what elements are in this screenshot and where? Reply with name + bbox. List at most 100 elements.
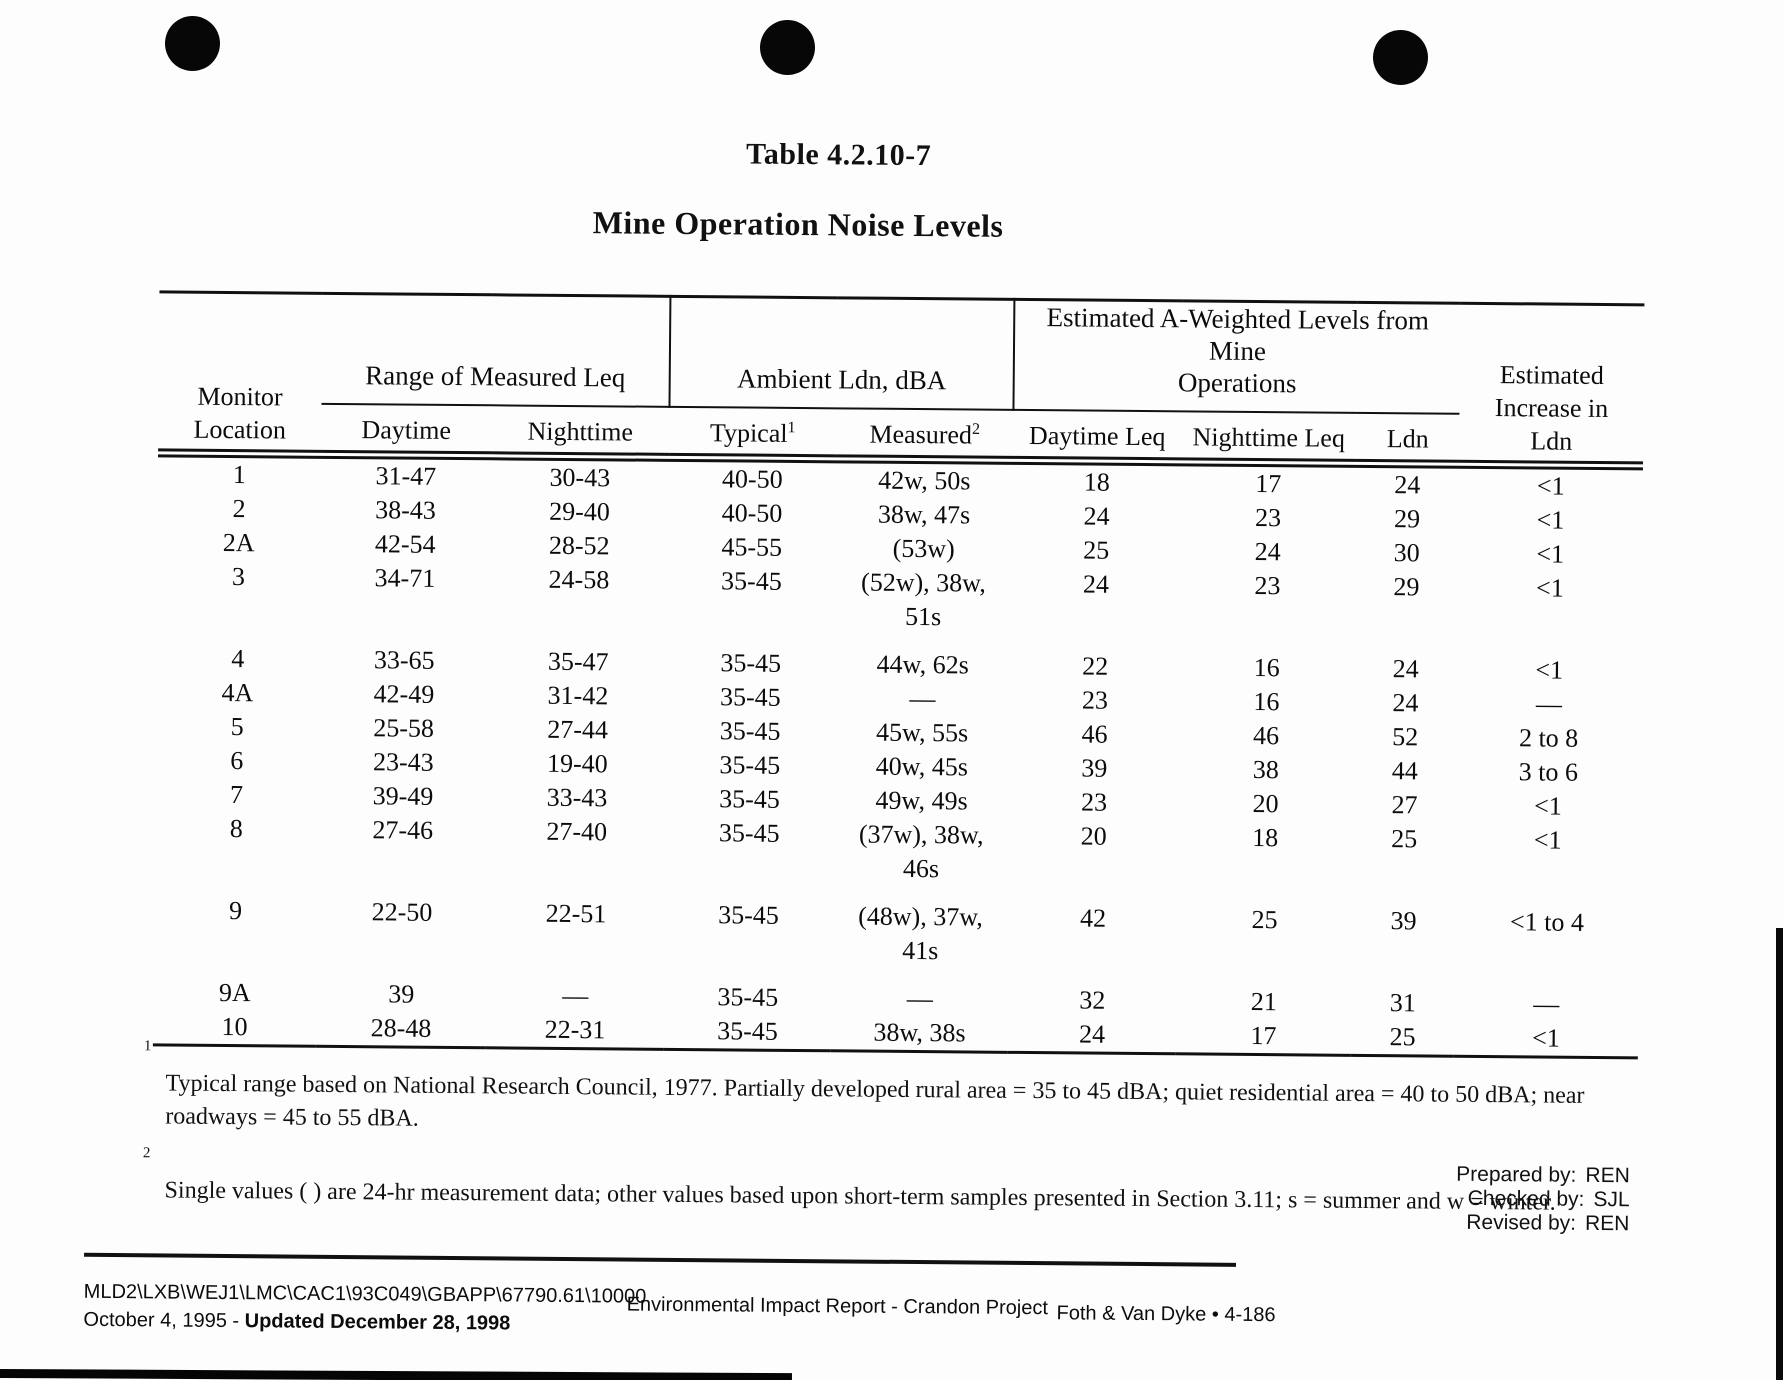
cell-daytime-leq-range: 39 [388,979,415,1009]
header-nighttime-leq-label: Nighttime Leq [1192,422,1346,453]
header-measured-label: Measured [869,419,973,450]
footnote-2-marker: 2 [142,1145,151,1162]
cell-typical-ldn: 35-45 [719,716,781,746]
cell-estimated-daytime-leq: 18 [1083,467,1110,497]
cell-daytime-leq-range: 25-58 [373,713,435,743]
table-header: Monitor Location Range of Measured Leq A… [158,291,1645,466]
cell-measured-ldn: 40w, 45s [875,751,969,782]
cell-daytime-leq-range: 22-50 [371,897,433,927]
cell-measured-ldn: 49w, 49s [875,785,968,816]
cell-estimated-ldn: 24 [1392,654,1419,684]
footnote-1-marker: 1 [143,1038,152,1055]
header-monitor-location: Monitor Location [158,291,323,455]
cell-measured-ldn: — [906,983,933,1014]
cell-estimated-ldn: 24 [1392,688,1419,718]
cell-typical-ldn: 45-55 [721,532,783,562]
cell-daytime-leq-range: 27-46 [372,815,434,845]
cell-estimated-ldn: 29 [1393,504,1421,534]
checked-by-value: SJL [1593,1187,1630,1212]
cell-nighttime-leq-range: 27-44 [547,714,609,745]
cell-daytime-leq-range: 42-49 [373,679,435,709]
cell-measured-ldn: (52w), 38w, 51s [860,567,986,632]
cell-typical-ldn: 35-45 [720,648,782,678]
table-row: 3 34-71 24-58 35-45 (52w), 38w, 51s 24 2… [156,559,1642,654]
cell-estimated-nighttime-leq: 16 [1253,652,1280,683]
cell-estimated-increase: <1 [1535,573,1564,603]
revised-by-line: Revised by: REN [1229,1209,1629,1236]
header-nighttime: Nighttime [491,405,670,458]
cell-typical-ldn: 35-45 [719,784,781,814]
cell-estimated-ldn: 25 [1391,824,1418,854]
header-group-estimated-levels: Estimated A-Weighted Levels from Mine Op… [1013,299,1461,414]
cell-estimated-increase: <1 [1535,655,1564,685]
cell-estimated-nighttime-leq: 18 [1252,822,1279,853]
hole-punch-dot-3 [1373,30,1428,85]
noise-levels-table: Monitor Location Range of Measured Leq A… [152,290,1645,1060]
header-measured: Measured2 [836,408,1014,461]
header-daytime: Daytime [321,403,492,456]
footnote-ref-1: 1 [787,419,796,437]
cell-estimated-nighttime-leq: 23 [1254,570,1281,601]
prepared-by-value: REN [1585,1163,1630,1188]
cell-estimated-increase: — [1535,689,1563,719]
cell-estimated-increase: 3 to 6 [1518,757,1579,787]
cell-typical-ldn: 40-50 [721,464,783,494]
cell-estimated-ldn: 29 [1393,572,1420,602]
footnote-1-text: Typical range based on National Research… [165,1070,1585,1132]
cell-nighttime-leq-range: 35-47 [547,646,609,677]
cell-typical-ldn: 35-45 [719,682,781,712]
footer-date-original: October 4, 1995 - [83,1308,245,1333]
header-estimated-increase: Estimated Increase in Ldn [1459,303,1645,466]
header-ldn-label: Ldn [1386,424,1429,454]
cell-monitor-location: 8 [229,814,243,844]
cell-estimated-nighttime-leq: 25 [1251,904,1278,935]
cell-estimated-daytime-leq: 42 [1079,903,1107,933]
cell-estimated-nighttime-leq: 17 [1255,468,1282,499]
header-typical: Typical1 [669,406,837,459]
cell-daytime-leq-range: 38-43 [375,495,437,525]
cell-measured-ldn: (37w), 38w, 46s [858,819,984,884]
cell-daytime-leq-range: 23-43 [372,747,434,777]
cell-monitor-location: 9 [228,896,243,926]
cell-estimated-ldn: 27 [1391,790,1418,820]
footnote-1: 1 Typical range based on National Researc… [144,1034,1666,1146]
cell-estimated-daytime-leq: 46 [1081,719,1108,749]
cell-monitor-location: 4A [221,677,254,708]
cell-estimated-nighttime-leq: 23 [1254,502,1282,533]
footer-file-path: MLD2\LXB\WEJ1\LMC\CAC1\93C049\GBAPP\6779… [83,1280,647,1308]
cell-estimated-ldn: 24 [1394,470,1421,500]
cell-estimated-increase: 2 to 8 [1518,723,1579,753]
footer-page-number: Foth & Van Dyke • 4-186 [1056,1302,1276,1327]
cell-estimated-daytime-leq: 24 [1082,569,1110,599]
table-number-title: Table 4.2.10-7 [745,137,932,173]
header-nighttime-leq: Nighttime Leq [1181,411,1357,464]
cell-monitor-location: 3 [231,562,246,592]
cell-measured-ldn: — [909,683,936,714]
prepared-by-line: Prepared by: REN [1230,1161,1630,1188]
cell-estimated-daytime-leq: 20 [1080,821,1107,851]
right-edge-scan-artifact [1776,928,1783,1380]
cell-estimated-daytime-leq: 32 [1079,985,1106,1015]
cell-estimated-increase: <1 [1536,471,1565,501]
cell-nighttime-leq-range: 24-58 [548,564,610,595]
cell-estimated-increase: — [1533,989,1560,1019]
cell-estimated-nighttime-leq: 38 [1252,754,1279,785]
cell-daytime-leq-range: 34-71 [374,563,436,593]
header-typical-label: Typical [709,418,788,448]
cell-estimated-nighttime-leq: 16 [1253,686,1280,717]
cell-estimated-increase: <1 to 4 [1509,907,1585,937]
header-group-range-measured-leq: Range of Measured Leq [321,293,671,407]
signoff-block: Prepared by: REN Checked by: SJL Revised b… [1229,1161,1630,1236]
header-daytime-leq: Daytime Leq [1013,409,1182,462]
cell-estimated-ldn: 44 [1391,756,1418,786]
cell-typical-ldn: 35-45 [719,750,781,780]
cell-nighttime-leq-range: 29-40 [549,496,611,527]
cell-daytime-leq-range: 31-47 [375,461,437,491]
cell-estimated-ldn: 30 [1393,538,1420,568]
cell-measured-ldn: 44w, 62s [876,649,969,680]
cell-typical-ldn: 40-50 [721,498,783,528]
cell-typical-ldn: 35-45 [718,818,780,848]
revised-by-value: REN [1584,1211,1630,1236]
cell-estimated-daytime-leq: 22 [1082,651,1109,681]
